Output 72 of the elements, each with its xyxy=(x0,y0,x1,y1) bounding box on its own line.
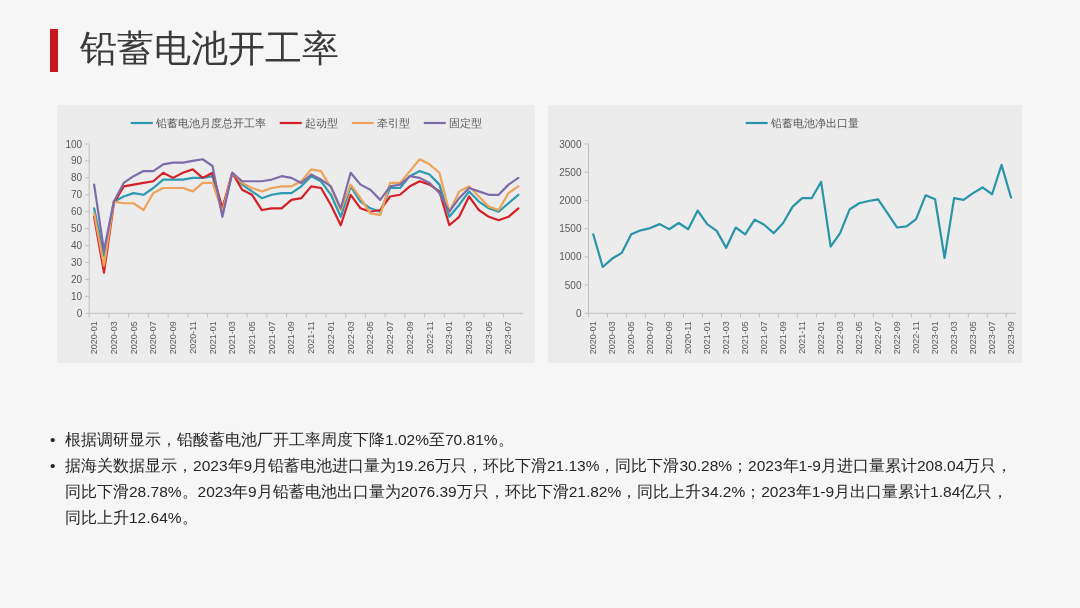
x-tick-label: 2023-05 xyxy=(483,321,494,355)
y-tick-label: 2500 xyxy=(559,166,582,178)
x-tick-label: 2022-09 xyxy=(404,321,415,355)
x-tick-label: 2020-05 xyxy=(626,321,637,355)
text: • 据海关数据显示，2023年9月铅蓄电池进口量为19.26万只，环比下滑21.13%，同比下滑30.28%；2023年1-9月进口量累计208.04万只，同比下滑28.78%。2023年9月铅蓄电池出口量为2076.39万只，环比下滑21.82%，同比上升34.2%；2023年1-9月出口量累计1.84亿只，同比上升12.64%。 xyxy=(50,456,1014,528)
x-tick-label: 2020-01 xyxy=(89,321,100,355)
y-tick-label: 70 xyxy=(71,189,83,201)
x-tick-label: 2022-01 xyxy=(816,321,827,355)
x-tick-label: 2023-05 xyxy=(968,321,979,355)
x-tick-label: 2020-05 xyxy=(128,321,139,355)
x-tick-label: 2022-05 xyxy=(854,321,865,355)
legend-label: 铅蓄电池月度总开工率 xyxy=(154,117,266,129)
x-tick-label: 2021-09 xyxy=(286,321,297,355)
x-tick-label: 2022-09 xyxy=(892,321,903,355)
x-tick-label: 2023-07 xyxy=(503,321,514,355)
x-tick-label: 2023-01 xyxy=(930,321,941,355)
legend-label: 牵引型 xyxy=(376,117,410,129)
y-tick-label: 80 xyxy=(71,172,83,184)
x-tick-label: 2020-07 xyxy=(645,321,656,355)
y-tick-label: 30 xyxy=(71,257,83,269)
y-tick-label: 60 xyxy=(71,206,83,218)
x-tick-label: 2021-09 xyxy=(778,321,789,355)
y-tick-label: 20 xyxy=(71,273,83,285)
x-tick-label: 2023-09 xyxy=(1006,321,1017,355)
x-tick-label: 2021-05 xyxy=(246,321,257,355)
x-tick-label: 2022-05 xyxy=(365,321,376,355)
x-tick-label: 2023-07 xyxy=(987,321,998,355)
y-tick-label: 10 xyxy=(71,290,83,302)
x-tick-label: 2022-07 xyxy=(385,321,396,355)
y-tick-label: 3000 xyxy=(559,138,582,150)
text: • 根据调研显示，铅酸蓄电池厂开工率周度下降1.02%至70.81%。 xyxy=(50,430,515,450)
x-tick-label: 2020-09 xyxy=(664,321,675,355)
x-tick-label: 2020-01 xyxy=(588,321,599,355)
x-tick-label: 2021-01 xyxy=(207,321,218,355)
x-tick-label: 2023-01 xyxy=(444,321,455,355)
y-tick-label: 90 xyxy=(71,155,83,167)
x-tick-label: 2022-01 xyxy=(325,321,336,355)
x-tick-label: 2020-11 xyxy=(187,321,198,354)
legend-label: 固定型 xyxy=(448,117,482,129)
x-tick-label: 2021-01 xyxy=(702,321,713,355)
x-tick-label: 2022-03 xyxy=(345,321,356,355)
y-tick-label: 0 xyxy=(76,307,83,319)
x-tick-label: 2022-11 xyxy=(424,321,435,354)
x-tick-label: 2020-03 xyxy=(607,321,618,355)
x-tick-label: 2021-03 xyxy=(227,321,238,355)
legend-label: 铅蓄电池净出口量 xyxy=(769,117,859,129)
y-tick-label: 0 xyxy=(575,307,582,319)
x-tick-label: 2021-07 xyxy=(759,321,770,355)
x-tick-label: 2020-09 xyxy=(168,321,179,355)
line-series xyxy=(592,163,1013,269)
x-tick-label: 2022-11 xyxy=(911,321,922,354)
x-tick-label: 2021-11 xyxy=(306,321,317,354)
y-tick-label: 50 xyxy=(71,223,83,235)
x-tick-label: 2021-11 xyxy=(797,321,808,354)
y-tick-label: 2000 xyxy=(559,194,582,206)
y-tick-label: 100 xyxy=(65,138,83,150)
x-tick-label: 2022-07 xyxy=(873,321,884,355)
legend-label: 起动型 xyxy=(304,117,338,129)
x-tick-label: 2020-03 xyxy=(108,321,119,355)
x-tick-label: 2022-03 xyxy=(835,321,846,355)
x-tick-label: 2023-03 xyxy=(464,321,475,355)
x-tick-label: 2020-11 xyxy=(683,321,694,354)
x-tick-label: 2021-07 xyxy=(266,321,277,355)
x-tick-label: 2020-07 xyxy=(148,321,159,355)
text: 铅蓄电池开工率 xyxy=(80,27,339,71)
y-tick-label: 500 xyxy=(564,279,582,291)
x-tick-label: 2023-03 xyxy=(949,321,960,355)
x-tick-label: 2021-03 xyxy=(721,321,732,355)
y-tick-label: 1000 xyxy=(559,251,582,263)
y-tick-label: 1500 xyxy=(559,223,582,235)
y-tick-label: 40 xyxy=(71,240,83,252)
x-tick-label: 2021-05 xyxy=(740,321,751,355)
